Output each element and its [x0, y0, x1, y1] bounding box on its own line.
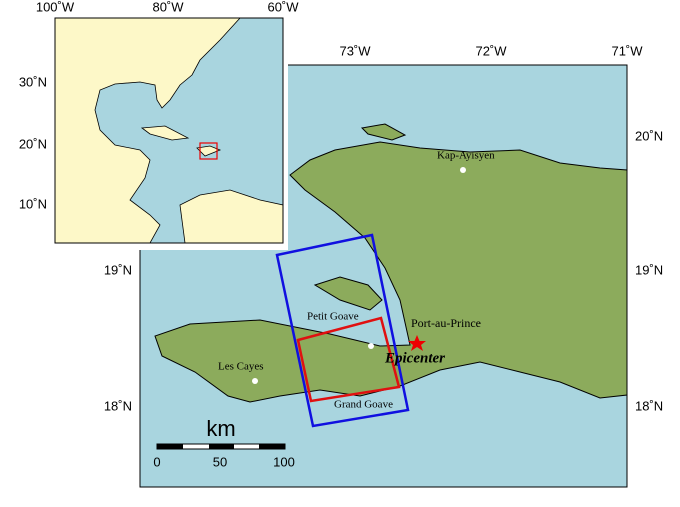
- lat-label: 19˚N: [104, 262, 132, 277]
- place-label: Kap-Ayisyen: [437, 150, 495, 162]
- lat-label: 10˚N: [19, 196, 47, 211]
- lon-label: 71˚W: [611, 43, 643, 58]
- cuba: [140, 125, 190, 141]
- city-dot: [252, 378, 258, 384]
- scale-bar: km 0 50 100: [153, 416, 294, 470]
- lon-label: 73˚W: [339, 43, 371, 58]
- red-footprint: [296, 316, 401, 403]
- place-label: Petit Goave: [307, 311, 359, 323]
- inset-map: 100˚W 80˚W 60˚W 30˚N 20˚N 10˚N: [19, 0, 299, 250]
- lon-label: 100˚W: [36, 0, 75, 14]
- scale-unit: km: [206, 416, 235, 441]
- lon-label: 72˚W: [475, 43, 507, 58]
- blue-footprint: [275, 233, 410, 428]
- scale-label: 50: [213, 454, 227, 469]
- north-america: [54, 17, 241, 244]
- lat-label: 19˚N: [635, 262, 663, 277]
- land: [154, 123, 628, 403]
- hispaniola-inset: [196, 145, 222, 157]
- city-dot: [460, 167, 466, 173]
- lon-label: 60˚W: [267, 0, 299, 14]
- scale-segment: [259, 444, 285, 449]
- scale-segment: [209, 444, 234, 449]
- gonave-island: [313, 276, 383, 311]
- lat-label: 20˚N: [19, 136, 47, 151]
- hispaniola: [154, 141, 628, 403]
- epicenter-star: [408, 335, 426, 351]
- inset-frame: [54, 17, 284, 244]
- place-label: Port-au-Prince: [411, 316, 481, 330]
- scale-segment: [157, 444, 183, 449]
- main-frame: [139, 64, 628, 488]
- lon-label: 80˚W: [152, 0, 184, 14]
- city-dot: [368, 343, 374, 349]
- tortuga-island: [360, 123, 407, 141]
- scale-label: 0: [153, 454, 160, 469]
- epicenter-label: Epicenter: [384, 350, 445, 366]
- inset-highlight: [199, 142, 218, 160]
- lat-label: 18˚N: [104, 398, 132, 413]
- lat-label: 30˚N: [19, 74, 47, 89]
- lat-label: 18˚N: [635, 398, 663, 413]
- scale-label: 100: [273, 454, 295, 469]
- place-label: Grand Goave: [334, 399, 393, 411]
- place-label: Les Cayes: [218, 361, 264, 373]
- lat-label: 20˚N: [635, 128, 663, 143]
